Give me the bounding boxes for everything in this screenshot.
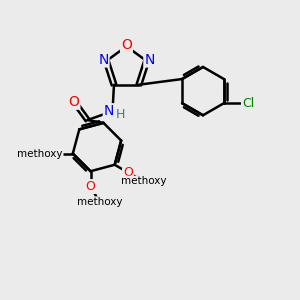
Text: O: O [85,180,95,193]
Text: H: H [116,108,125,121]
Text: O: O [123,166,133,179]
Text: methoxy: methoxy [76,197,122,207]
Text: O: O [121,38,132,52]
Text: O: O [68,95,80,109]
Text: N: N [98,52,109,67]
Text: O: O [52,147,62,160]
Text: methoxy: methoxy [17,148,63,158]
Text: Cl: Cl [242,97,254,110]
Text: N: N [104,104,114,118]
Text: methoxy: methoxy [121,176,166,186]
Text: N: N [144,52,155,67]
